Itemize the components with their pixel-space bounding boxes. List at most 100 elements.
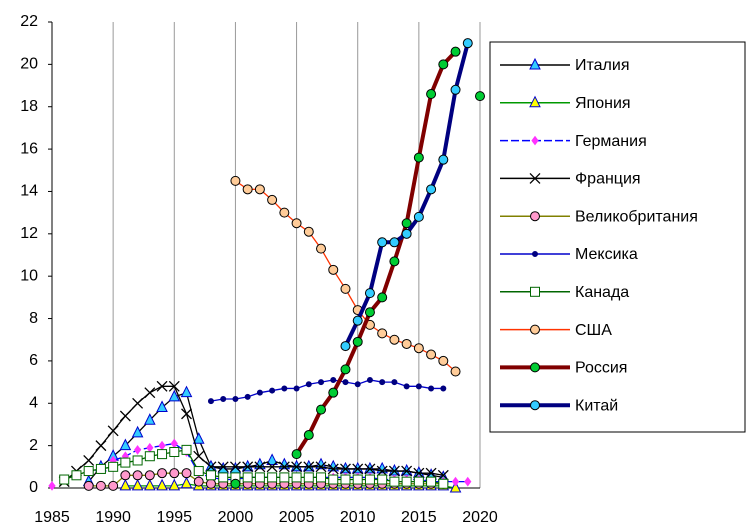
- legend-label: Россия: [575, 360, 627, 377]
- y-tick-label: 6: [29, 352, 38, 369]
- marker: [144, 478, 156, 491]
- legend-marker: [530, 324, 540, 335]
- marker: [318, 379, 325, 386]
- marker: [242, 461, 254, 473]
- marker: [464, 476, 472, 487]
- marker: [119, 410, 131, 422]
- marker: [401, 218, 412, 229]
- marker: [401, 476, 412, 487]
- marker: [157, 468, 168, 479]
- legend-marker: [529, 95, 541, 108]
- marker: [279, 207, 290, 218]
- legend-marker: [530, 286, 540, 297]
- marker: [168, 380, 180, 392]
- y-tick-label: 14: [20, 183, 38, 200]
- marker: [401, 465, 413, 477]
- marker: [266, 461, 278, 473]
- marker: [428, 385, 435, 392]
- y-tick-label: 4: [29, 394, 38, 411]
- marker: [120, 457, 131, 468]
- y-tick-label: 0: [29, 479, 38, 496]
- legend-marker: [531, 135, 539, 146]
- marker: [340, 341, 351, 352]
- marker: [108, 461, 119, 472]
- marker: [377, 237, 388, 248]
- marker: [120, 470, 131, 481]
- marker: [217, 461, 229, 473]
- legend-label: США: [575, 322, 612, 339]
- marker: [205, 461, 217, 473]
- marker: [180, 385, 193, 398]
- marker: [290, 459, 303, 472]
- marker: [415, 383, 422, 390]
- marker: [413, 211, 424, 222]
- y-tick-label: 10: [20, 267, 38, 284]
- x-tick-label: 2005: [279, 509, 315, 526]
- marker: [132, 455, 143, 466]
- marker: [352, 474, 363, 485]
- marker: [71, 470, 82, 481]
- marker: [95, 440, 107, 452]
- marker: [425, 467, 437, 479]
- marker: [315, 461, 327, 473]
- marker: [328, 264, 339, 275]
- marker: [244, 393, 251, 400]
- marker: [352, 463, 364, 475]
- marker: [269, 387, 276, 394]
- marker: [364, 288, 375, 299]
- marker: [157, 449, 168, 460]
- marker: [438, 154, 449, 165]
- y-tick-label: 8: [29, 310, 38, 327]
- marker: [254, 461, 266, 473]
- y-tick-label: 2: [29, 437, 38, 454]
- marker: [451, 476, 460, 487]
- marker: [316, 243, 327, 254]
- marker: [305, 381, 312, 388]
- marker: [377, 292, 388, 303]
- marker: [413, 152, 424, 163]
- marker: [242, 184, 253, 195]
- marker: [389, 237, 400, 248]
- marker: [377, 328, 388, 339]
- marker: [401, 228, 412, 239]
- x-tick-label: 1985: [34, 509, 70, 526]
- legend-label: Мексика: [575, 246, 638, 263]
- marker: [340, 364, 351, 375]
- marker: [437, 469, 449, 481]
- marker: [303, 461, 315, 473]
- marker: [328, 387, 339, 398]
- marker: [193, 450, 205, 462]
- marker: [376, 465, 388, 477]
- marker: [388, 465, 400, 477]
- marker: [377, 474, 388, 485]
- legend-marker: [529, 57, 541, 70]
- marker: [391, 379, 398, 386]
- marker: [413, 343, 424, 354]
- marker: [403, 383, 410, 390]
- marker: [181, 408, 192, 420]
- marker: [450, 46, 461, 57]
- x-tick-label: 2010: [340, 509, 376, 526]
- legend-label: Германия: [575, 133, 647, 150]
- marker: [291, 449, 302, 460]
- marker: [168, 478, 181, 491]
- marker: [83, 455, 95, 466]
- marker: [328, 474, 339, 485]
- marker: [144, 413, 156, 425]
- marker: [107, 425, 119, 437]
- legend-marker: [532, 251, 538, 257]
- marker: [230, 478, 241, 489]
- marker: [352, 315, 363, 326]
- marker: [193, 476, 204, 487]
- legend-marker: [530, 362, 540, 373]
- marker: [144, 470, 155, 481]
- marker: [230, 175, 241, 186]
- legend-label: Италия: [575, 57, 629, 74]
- marker: [254, 184, 265, 195]
- marker: [475, 91, 485, 102]
- marker: [366, 376, 373, 383]
- marker: [440, 385, 447, 392]
- marker: [267, 194, 278, 205]
- marker: [180, 476, 193, 489]
